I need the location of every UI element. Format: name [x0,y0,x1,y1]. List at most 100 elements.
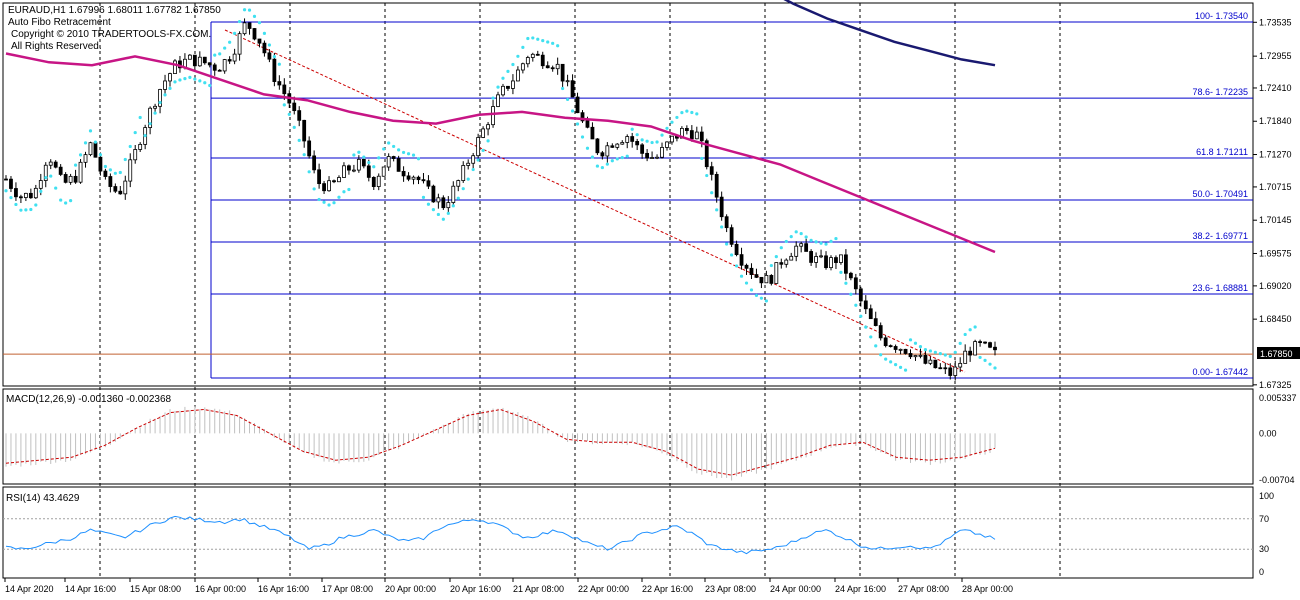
sar-dot [367,160,371,165]
candle-body [724,216,729,229]
sar-dot [69,199,73,203]
sar-dot [307,170,311,174]
candle-body [411,176,416,180]
candle-body [396,158,401,172]
candle-body [118,190,123,195]
candle-body [511,80,515,89]
sar-dot [108,168,112,172]
candle-body [247,22,252,29]
candle-body [272,58,277,82]
sar-dot [406,152,411,156]
candle-body [764,275,769,284]
rsi-axis-label: 70 [1259,514,1269,524]
candle-body [565,80,570,83]
sar-dot [14,202,18,207]
sar-dot [173,80,177,84]
time-axis-label: 20 Apr 16:00 [450,584,501,594]
candle-body [550,67,555,70]
sar-dot [869,335,873,339]
sar-dot [531,36,535,40]
sar-dot [993,366,997,370]
sar-dot [252,14,257,18]
sar-dot [953,350,957,354]
sar-dot [128,144,132,149]
sar-dot [277,62,281,66]
sar-dot [879,353,883,357]
sar-dot [98,153,103,157]
sar-dot [34,203,38,207]
sar-dot [426,202,431,206]
candle-body [615,143,620,148]
sar-dot [9,195,13,200]
sar-dot [73,163,78,167]
candle-body [48,161,53,166]
sar-dot [49,174,53,178]
candle-body [476,137,481,157]
trend-line [224,29,966,373]
macd-axis-label: -0.00704 [1259,475,1295,485]
sar-dot [615,157,619,161]
parabolic-sar [4,8,997,372]
candle-body [93,142,98,158]
sar-dot [695,112,699,116]
sar-dot [223,46,227,50]
time-axis-label: 24 Apr 00:00 [770,584,821,594]
candle-body [640,144,645,154]
candle-body [63,174,68,183]
candle-body [650,157,654,159]
sar-dot [397,148,401,152]
candle-body [173,60,177,75]
candle-body [913,355,918,358]
sar-dot [113,171,117,175]
sar-dot [894,363,898,367]
time-axis-label: 14 Apr 2020 [5,584,54,594]
candle-body [670,135,674,143]
sar-dot [988,362,992,366]
candle-body [366,165,371,178]
sar-dot [933,350,937,354]
sar-dot [814,240,818,244]
candle-body [202,56,207,64]
sar-dot [19,208,23,212]
candle-body [33,187,38,199]
candle-body [630,136,635,142]
sar-dot [59,198,63,202]
sar-dot [769,263,773,268]
sar-dot [565,97,570,102]
candle-body [371,176,376,187]
sar-dot [834,236,838,241]
candle-body [19,196,23,199]
candle-body [575,96,580,114]
sar-dot [242,8,247,12]
sar-dot [461,187,465,191]
candle-body [267,52,272,60]
sar-dot [536,37,540,41]
sar-dot [561,86,565,91]
candle-body [312,155,317,171]
sar-dot [198,79,202,83]
sar-dot [556,44,560,48]
sar-dot [163,93,167,97]
sar-dot [511,62,515,67]
candle-body [381,166,386,177]
sar-dot [590,155,595,159]
fibo-level-label: 23.6- 1.68881 [1192,283,1248,293]
sar-dot [83,141,88,145]
sar-dot [764,299,768,303]
candle-body [197,56,202,67]
moving-average-slow [783,0,996,67]
candle-body [282,84,287,95]
candle-body [347,165,351,171]
candle-body [436,197,441,203]
sar-dot [337,195,341,199]
candle-body [868,308,873,320]
sar-dot [546,40,550,44]
sar-dot [854,303,858,307]
candle-body [595,138,600,154]
candle-body [128,159,133,182]
candle-body [14,188,18,198]
candle-body [496,94,500,107]
sar-dot [570,109,575,113]
sar-dot [928,349,932,353]
candle-body [684,128,689,131]
